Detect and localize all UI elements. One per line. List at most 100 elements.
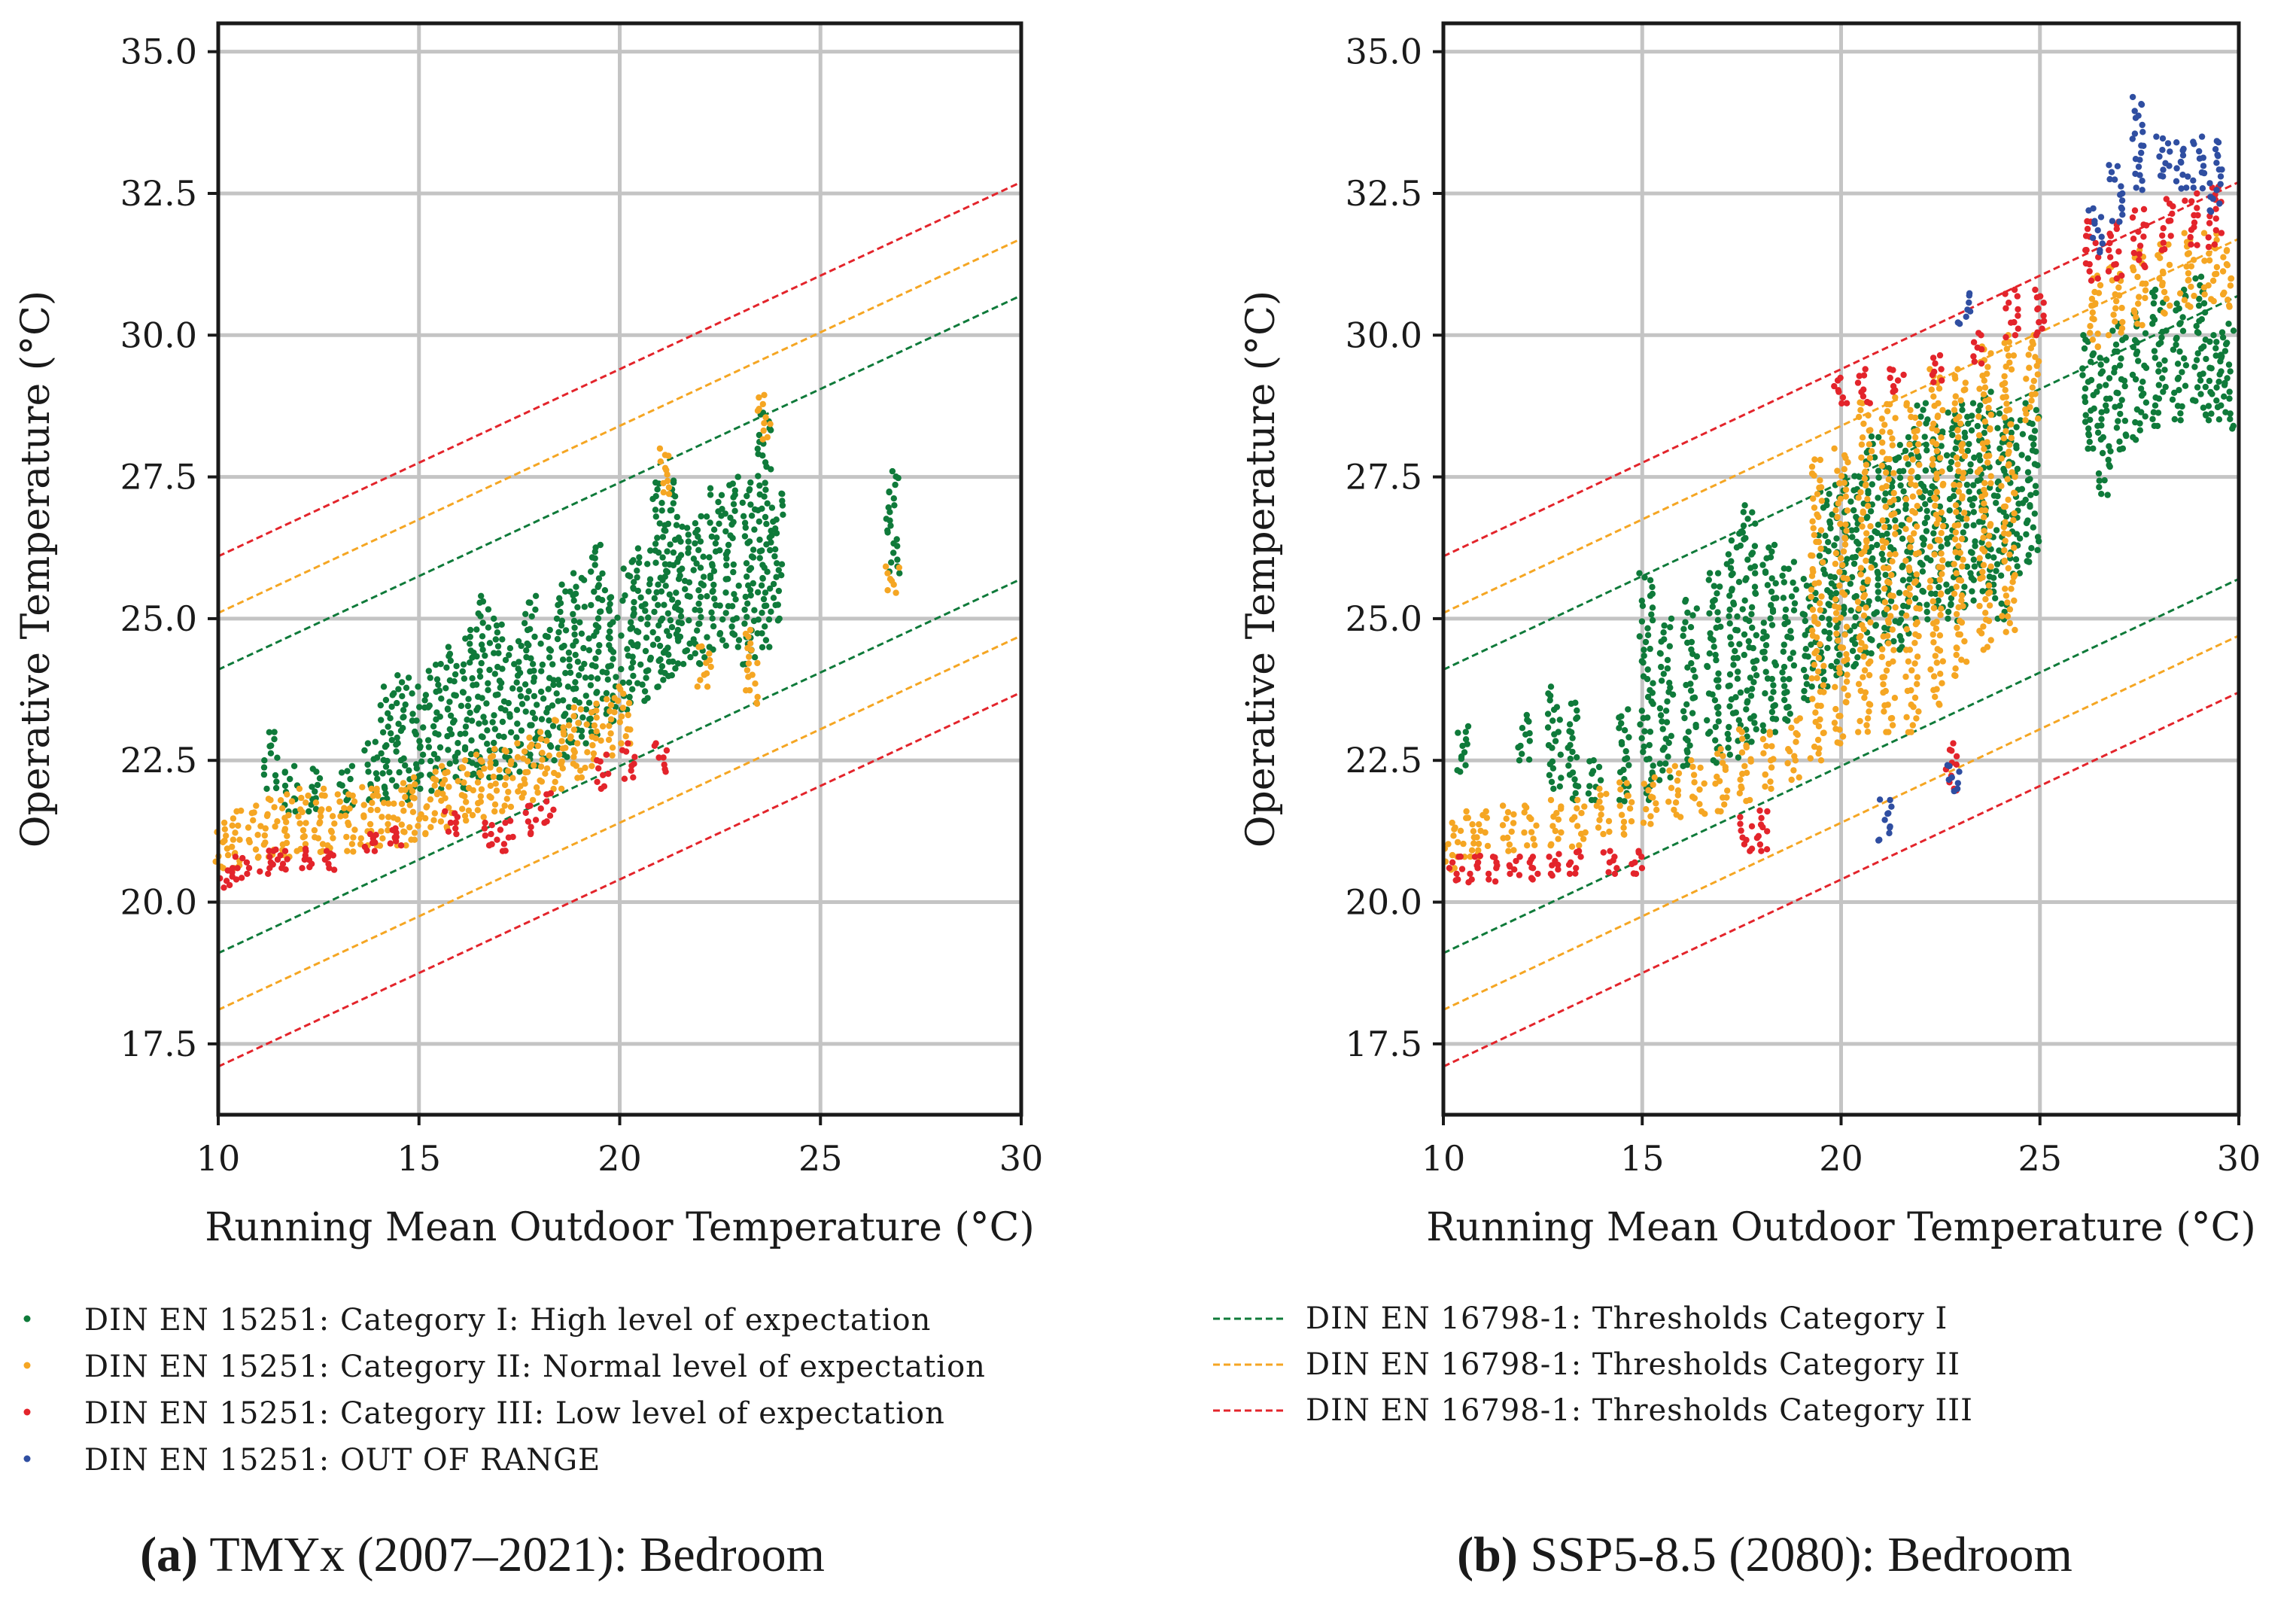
point-cat1-b-32-12b xyxy=(2133,348,2141,355)
point-cat1-b-13-8 xyxy=(1790,662,1798,669)
point-cat1-a-20-21 xyxy=(620,565,627,572)
point-cat1-a-24-19 xyxy=(685,531,692,538)
point-cat3-a-0-4 xyxy=(229,865,236,872)
point-cat1-a-6-2 xyxy=(393,783,400,790)
point-cat1-b-29-11 xyxy=(2079,372,2086,379)
point-cat1-b-31-17 xyxy=(2109,327,2116,334)
point-cat2-b-17-25 xyxy=(1836,568,1843,576)
point-cat1-b-8-20 xyxy=(1680,625,1687,632)
point-cat1-a-23-2b xyxy=(665,659,673,665)
point-cat1-b-24-20 xyxy=(1966,467,1974,475)
point-cat3-b-3-0b xyxy=(1516,872,1523,878)
point-cat1-b-2-14b xyxy=(1547,692,1554,699)
point-cat1-b-29-13 xyxy=(2088,358,2094,365)
point-cat1-b-14-16b xyxy=(1803,583,1811,589)
point-cat1-b-11-6b xyxy=(1744,698,1751,705)
point-cat2-a-15-7 xyxy=(464,771,471,778)
point-cat1-b-18-14b xyxy=(1868,557,1875,565)
point-cat2-b-22-23 xyxy=(1963,516,1970,522)
point-out-b-8-2b xyxy=(2198,169,2206,176)
point-cat2-b-21-5 xyxy=(1927,666,1934,673)
point-cat2-b-19-11 xyxy=(1878,653,1885,660)
point-cat3-b-9-5 xyxy=(1737,814,1744,820)
point-cat2-b-14-7 xyxy=(1759,735,1767,743)
point-out-b-0-4b xyxy=(1884,810,1891,817)
point-cat2-b-20-48b xyxy=(1903,402,1910,409)
point-cat2-b-20-5 xyxy=(1911,694,1919,702)
point-out-b-3-0b xyxy=(2097,249,2103,256)
point-cat1-a-18-16b xyxy=(595,624,602,631)
point-cat1-b-24-5 xyxy=(1967,570,1974,577)
point-cat2-a-24-1 xyxy=(609,744,616,751)
point-cat1-a-28-19 xyxy=(741,533,749,540)
point-cat1-a-14-12 xyxy=(522,681,529,688)
point-cat2-b-22-11 xyxy=(1958,597,1965,604)
point-cat1-a-16-0b xyxy=(564,753,570,760)
point-cat1-a-22-22 xyxy=(659,534,667,540)
point-cat1-b-10-20b xyxy=(1726,613,1732,619)
point-cat1-b-7-19 xyxy=(1666,643,1673,650)
point-cat1-a-24-17 xyxy=(685,545,692,552)
point-cat3-a-6-2b xyxy=(369,839,376,847)
point-cat2-b-28-7 xyxy=(2134,273,2141,281)
legend-item-threshold-3: DIN EN 16798-1: Thresholds Category III xyxy=(1213,1393,1972,1428)
point-cat1-a-22-27 xyxy=(658,500,665,507)
point-cat1-a-25-4 xyxy=(704,634,710,641)
point-cat2-b-18-7 xyxy=(1855,680,1863,687)
point-cat2-a-21-1 xyxy=(552,778,558,786)
point-cat1-b-29-0b xyxy=(2085,445,2091,452)
point-cat2-b-21-3 xyxy=(1939,680,1945,686)
point-cat2-b-20-46b xyxy=(1911,414,1919,422)
point-cat1-b-26-18b xyxy=(1990,492,1998,499)
point-cat2-b-14-5 xyxy=(1760,750,1767,756)
point-cat2-b-16-28b xyxy=(1810,568,1817,575)
point-cat2-b-26-8b xyxy=(2095,290,2103,297)
point-cat1-b-34-0b xyxy=(2171,415,2178,423)
point-cat1-a-28-7 xyxy=(744,613,750,620)
point-cat2-b-23-37 xyxy=(1980,391,1987,398)
point-cat1-b-35-2b xyxy=(2189,397,2197,403)
point-cat3-b-20-1 xyxy=(2105,268,2112,275)
point-cat1-a-24-6b xyxy=(686,617,692,624)
point-cat2-b-20-34 xyxy=(1902,495,1910,503)
point-cat1-b-25-5 xyxy=(1984,552,1992,559)
point-cat1-a-20-22b xyxy=(630,557,637,564)
point-cat2-b-4-4b xyxy=(1526,814,1533,821)
point-out-b-9-2b xyxy=(2209,195,2216,202)
point-cat2-b-16-17 xyxy=(1817,641,1823,648)
point-cat2-b-29-8b xyxy=(2155,252,2161,259)
point-cat1-a-30-4 xyxy=(775,587,783,595)
point-cat3-a-14-2b xyxy=(628,762,635,769)
point-cat1-b-11-32b xyxy=(1752,520,1759,527)
point-cat2-b-4-6b xyxy=(1523,804,1530,811)
point-cat2-b-18-43 xyxy=(1859,434,1866,441)
point-cat2-b-18-24b xyxy=(1857,565,1865,571)
point-cat2-a-19-0 xyxy=(529,796,537,804)
point-cat2-b-17-1 xyxy=(1839,733,1847,740)
point-cat1-b-28-12b xyxy=(2024,476,2032,484)
point-cat2-b-27-4 xyxy=(2118,304,2125,312)
point-cat2-a-4-3 xyxy=(284,832,290,839)
point-cat1-b-7-2b xyxy=(1656,760,1663,767)
point-cat1-b-7-9 xyxy=(1657,712,1665,719)
point-cat1-b-14-7 xyxy=(1802,646,1809,653)
point-cat1-a-27-19 xyxy=(727,514,734,521)
point-cat1-b-31-14b xyxy=(2114,348,2121,355)
point-cat3-b-2-0 xyxy=(1486,876,1492,883)
point-cat1-b-14-17 xyxy=(1800,576,1807,583)
point-cat1-b-23-27 xyxy=(1949,431,1956,439)
point-cat2-b-23-31 xyxy=(1975,432,1983,439)
point-cat1-b-37-4 xyxy=(2226,395,2233,402)
point-cat1-b-20-4b xyxy=(1896,619,1902,626)
point-cat1-a-15-14b xyxy=(539,661,546,668)
point-cat1-a-8-9 xyxy=(430,723,437,730)
point-cat2-b-20-13 xyxy=(1911,640,1918,647)
point-cat1-b-17-13 xyxy=(1848,574,1856,580)
point-cat1-b-13-6b xyxy=(1786,676,1793,683)
point-cat1-a-16-11 xyxy=(555,677,562,683)
x-tick-label-b-3: 25 xyxy=(2018,1138,2062,1179)
point-cat2-b-2-2 xyxy=(1475,840,1483,848)
point-cat1-a-23-19 xyxy=(667,541,674,548)
point-cat3-b-14-0b xyxy=(1930,379,1937,385)
